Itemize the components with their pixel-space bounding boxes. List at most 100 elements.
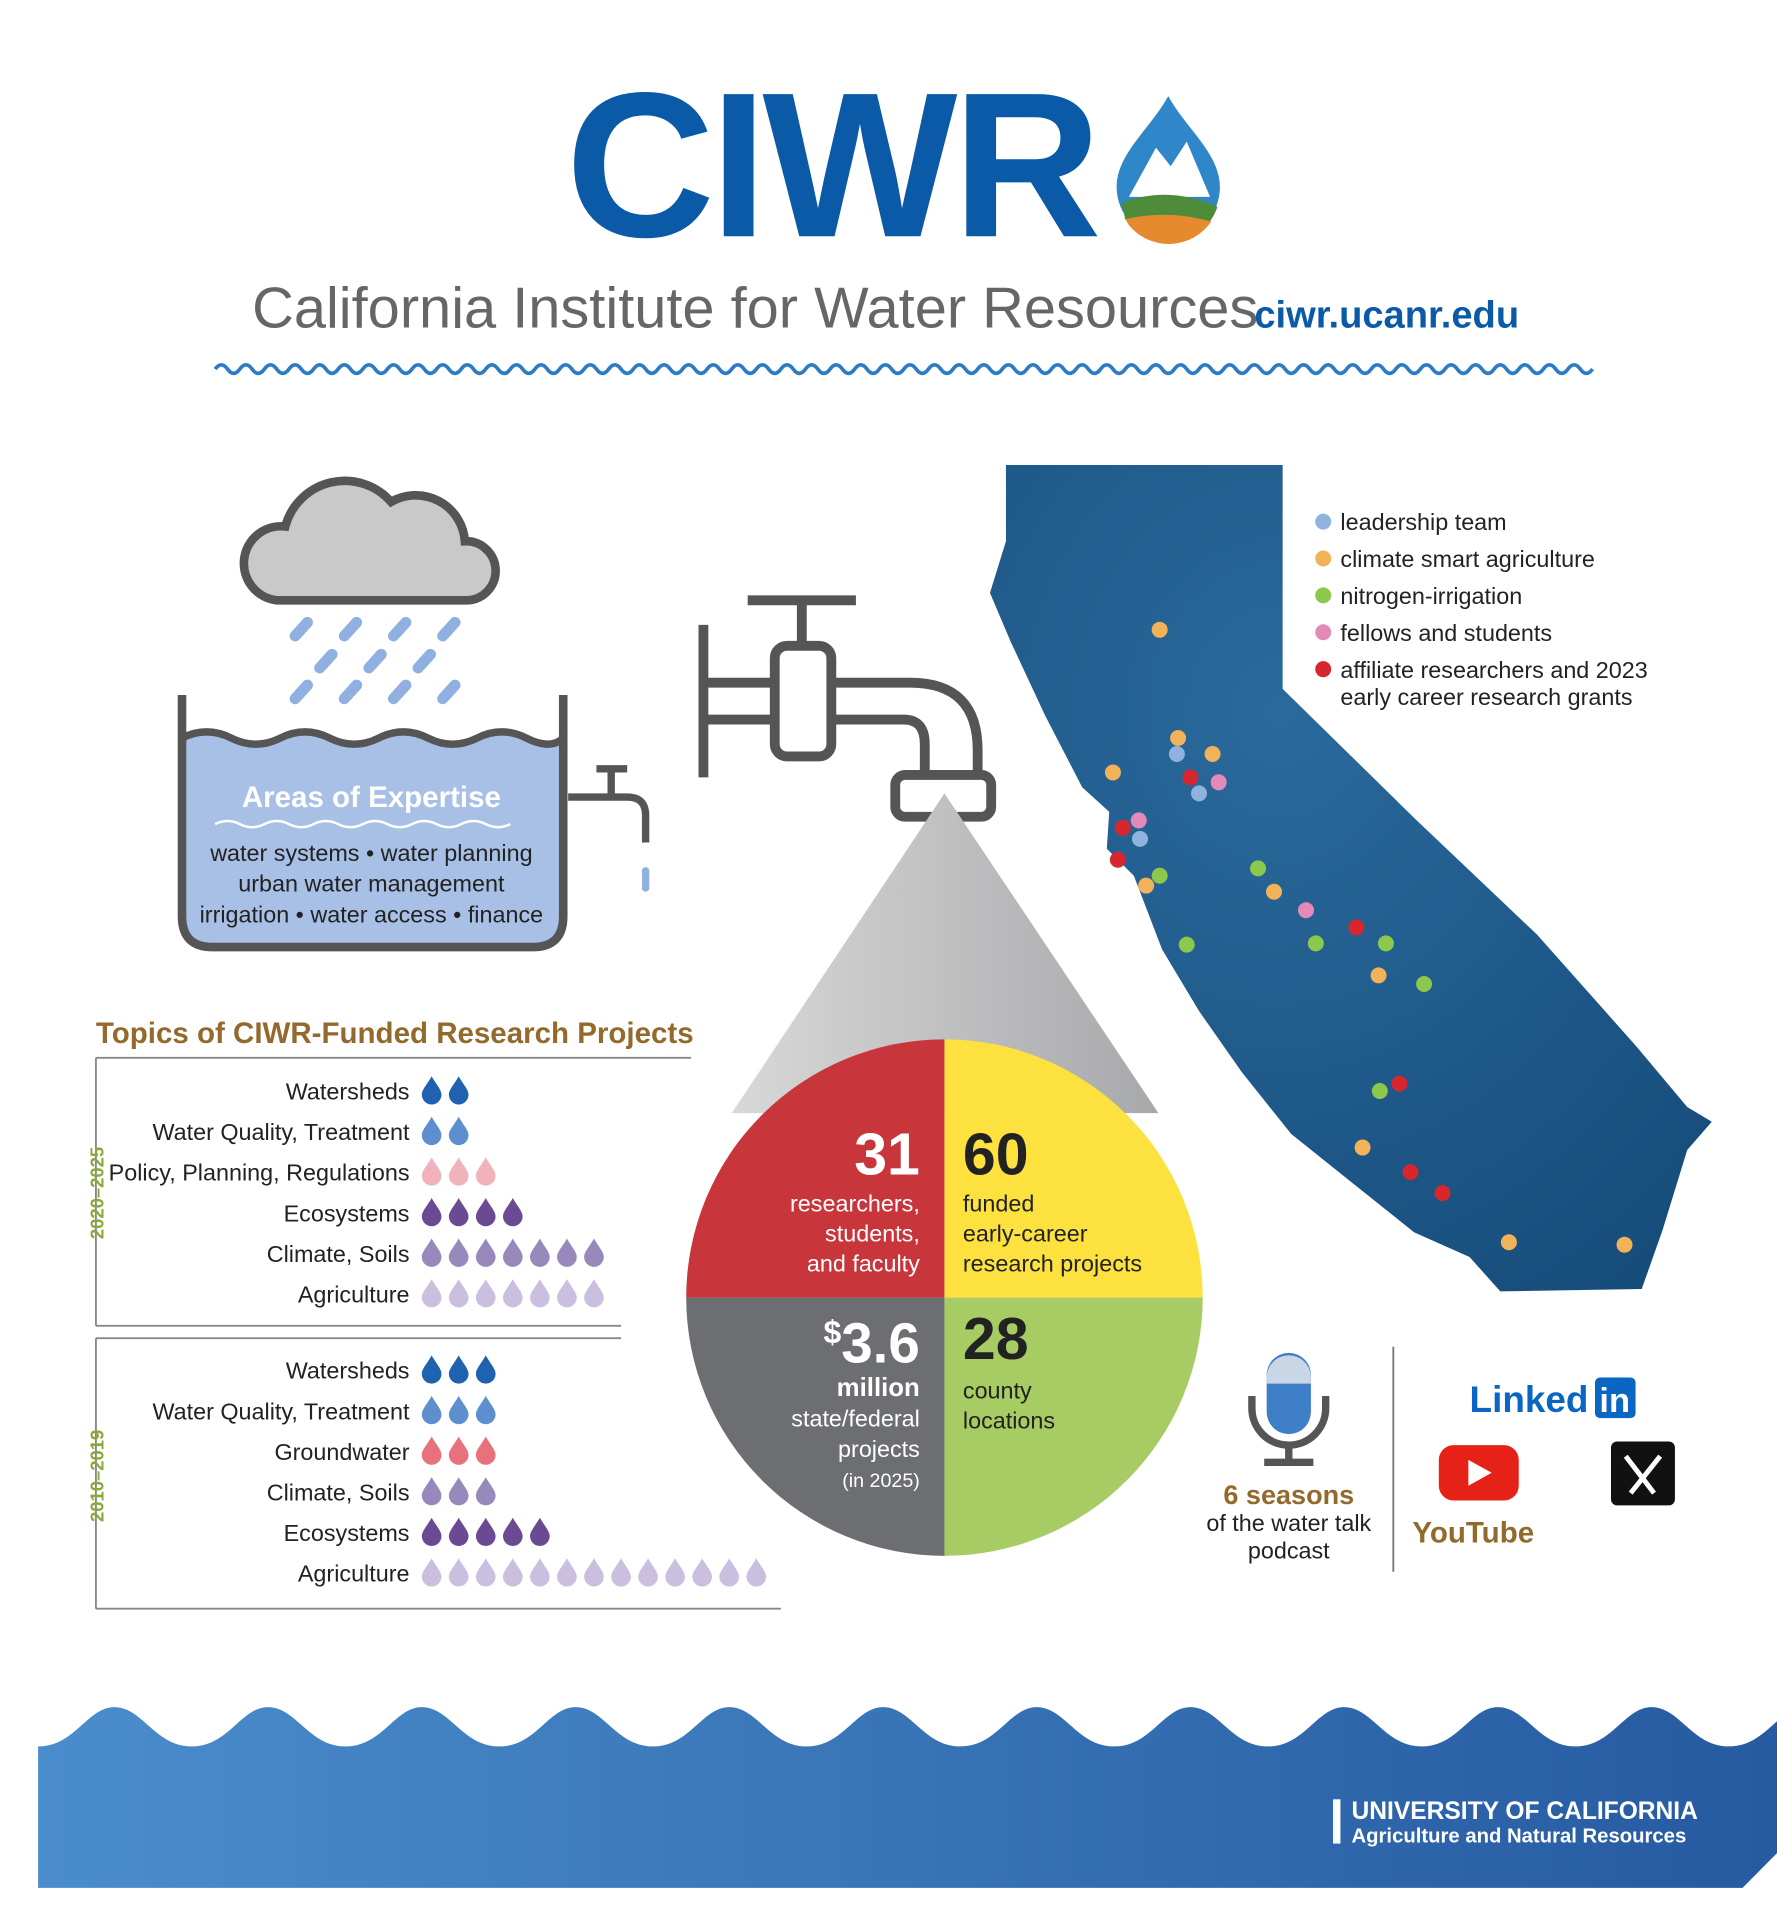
topic-drop	[421, 1436, 442, 1465]
stat-unit: million	[837, 1374, 920, 1402]
stats-circle	[686, 1039, 1203, 1556]
map-point	[1250, 860, 1267, 877]
linkedin-text: Linked	[1470, 1379, 1589, 1420]
topics-title: Topics of CIWR-Funded Research Projects	[96, 1017, 694, 1050]
topic-drop	[502, 1279, 523, 1308]
stat-number: 3.6	[841, 1312, 920, 1375]
topic-drop	[421, 1157, 442, 1186]
topic-label: Water Quality, Treatment	[152, 1398, 410, 1424]
map-point	[1370, 967, 1387, 984]
topic-drop	[475, 1238, 496, 1267]
topic-drop	[475, 1395, 496, 1425]
legend-label: fellows and students	[1340, 620, 1552, 646]
topic-drop	[475, 1197, 496, 1227]
topic-drop	[421, 1395, 442, 1425]
topic-drop	[475, 1477, 496, 1506]
map-point	[1170, 730, 1187, 747]
map-point	[1138, 877, 1155, 894]
map-point	[1402, 1164, 1419, 1181]
podcast-text: podcast	[1248, 1537, 1330, 1563]
expertise-list: water systems • water planning urban wate…	[200, 840, 544, 927]
topic-drop	[557, 1279, 577, 1308]
topic-drop	[448, 1395, 469, 1425]
topic-drop	[448, 1355, 469, 1384]
legend-swatch	[1315, 587, 1332, 604]
map-point	[1616, 1236, 1633, 1253]
logo	[1116, 96, 1220, 244]
linkedin[interactable]: Linked in	[1470, 1377, 1636, 1420]
map-point	[1109, 851, 1126, 868]
topic-drop	[448, 1558, 469, 1587]
stat-value: 31	[854, 1122, 920, 1188]
topic-drop	[448, 1238, 469, 1267]
topic-drop	[475, 1157, 496, 1186]
topic-drop	[475, 1558, 496, 1587]
topic-label: Watersheds	[286, 1358, 410, 1384]
map-points	[1104, 621, 1633, 1253]
map-point	[1178, 936, 1195, 953]
x-logo[interactable]	[1610, 1441, 1675, 1506]
topic-label: Agriculture	[298, 1281, 410, 1307]
cloud-tank-illustration	[177, 476, 650, 952]
topic-drop	[448, 1517, 469, 1546]
legend-label: affiliate researchers and 2023	[1340, 657, 1647, 683]
youtube[interactable]: YouTube	[1412, 1445, 1534, 1549]
legend-swatch	[1315, 661, 1332, 678]
map-point	[1371, 1082, 1388, 1099]
map-point	[1266, 883, 1283, 900]
footer-line2: Agriculture and Natural Resources	[1352, 1825, 1687, 1847]
podcast-text: of the water talk	[1206, 1510, 1371, 1536]
topic-label: Ecosystems	[284, 1200, 410, 1226]
topic-drop	[502, 1517, 523, 1546]
map-point	[1348, 919, 1365, 936]
topic-drop	[502, 1197, 523, 1227]
stat-label: researchers,	[790, 1190, 920, 1216]
stat-label: students,	[825, 1221, 920, 1247]
topic-label: Policy, Planning, Regulations	[109, 1160, 410, 1186]
expertise-title: Areas of Expertise	[242, 781, 501, 814]
youtube-text: YouTube	[1412, 1516, 1534, 1549]
linkedin-box: in	[1599, 1382, 1630, 1420]
topic-drop	[421, 1355, 442, 1384]
map-point	[1131, 830, 1148, 847]
topic-frames	[94, 1056, 781, 1610]
expertise-line: irrigation • water access • finance	[200, 901, 544, 927]
california-map	[989, 465, 1712, 1292]
topic-drop	[448, 1116, 469, 1146]
title: CIWR	[566, 49, 1098, 280]
legend-swatch	[1315, 550, 1332, 567]
topic-drop	[448, 1477, 469, 1506]
topic-drop	[557, 1238, 577, 1267]
topic-label: Climate, Soils	[267, 1241, 410, 1267]
stat-value: $3.6	[823, 1312, 919, 1375]
topic-drop	[421, 1238, 442, 1267]
map-point	[1151, 867, 1168, 884]
topic-drop	[584, 1558, 604, 1587]
cone	[731, 793, 1159, 1114]
topic-drop	[692, 1558, 713, 1587]
topic-drop	[530, 1558, 550, 1587]
topic-drop	[530, 1517, 550, 1546]
topic-drop	[502, 1238, 523, 1267]
stat-note: (in 2025)	[842, 1470, 920, 1492]
map-point	[1307, 935, 1324, 952]
topic-drop	[719, 1558, 740, 1587]
topic-drop	[421, 1197, 442, 1227]
map-point	[1210, 774, 1227, 791]
stat-label: and faculty	[807, 1251, 920, 1277]
legend-label: leadership team	[1340, 509, 1506, 535]
topic-label: Agriculture	[298, 1561, 410, 1587]
legend: leadership team climate smart agriculture…	[1315, 509, 1648, 710]
topic-drop	[557, 1558, 577, 1587]
map-point	[1168, 746, 1185, 763]
url[interactable]: ciwr.ucanr.edu	[1254, 293, 1519, 336]
wave-divider	[213, 362, 1595, 376]
map-point	[1191, 785, 1208, 802]
footer-bar	[1333, 1799, 1341, 1844]
legend-swatch	[1315, 513, 1332, 530]
topic-label: Climate, Soils	[267, 1479, 410, 1505]
topic-drop	[530, 1279, 550, 1308]
legend-label: early career research grants	[1340, 684, 1632, 710]
topic-drop	[746, 1558, 767, 1587]
